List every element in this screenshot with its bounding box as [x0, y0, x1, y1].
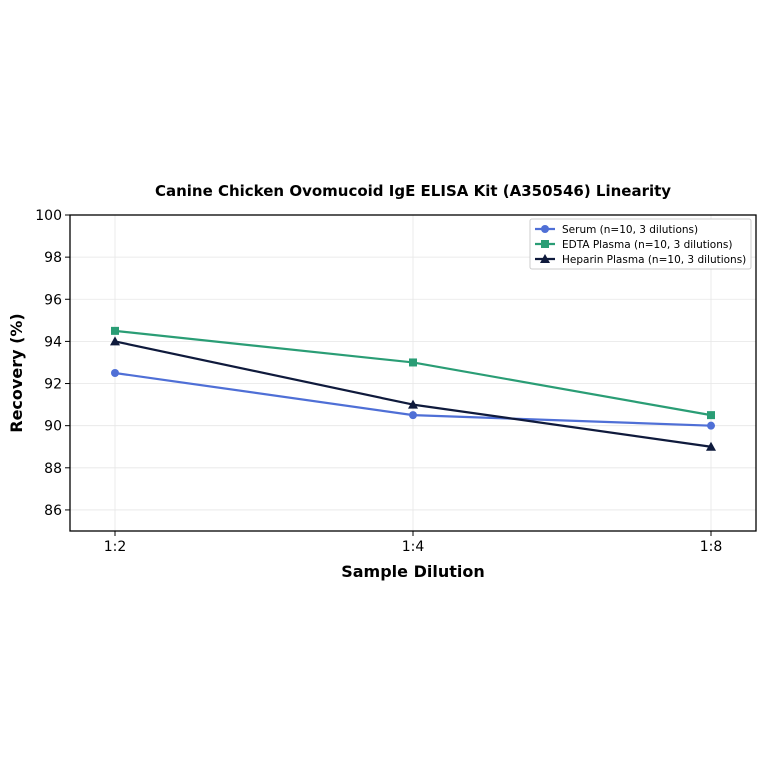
series-layer: [110, 326, 716, 451]
y-tick-label: 98: [44, 250, 62, 266]
y-tick-label: 86: [44, 503, 62, 519]
legend-box: [529, 218, 752, 270]
series-1: [111, 369, 715, 430]
legend-swatch-marker: [541, 240, 549, 248]
legend-swatch-marker: [540, 254, 550, 263]
x-axis-ticks: 1:2 1:4 1:8: [104, 531, 723, 555]
data-point: [409, 358, 417, 367]
y-tick-label: 88: [44, 461, 62, 477]
y-tick-label: 94: [44, 334, 62, 350]
y-tick-label: 90: [44, 419, 62, 435]
x-axis-label: Sample Dilution: [341, 562, 485, 581]
legend-label: EDTA Plasma (n=10, 3 dilutions): [562, 239, 732, 251]
data-point: [408, 399, 418, 409]
data-point: [111, 369, 119, 377]
legend-label: Serum (n=10, 3 dilutions): [562, 224, 698, 236]
x-tick-label: 1:8: [700, 539, 723, 555]
legend: Serum (n=10, 3 dilutions) EDTA Plasma (n=…: [529, 218, 752, 270]
legend-item: Heparin Plasma (n=10, 3 dilutions): [535, 254, 746, 266]
legend-item: Serum (n=10, 3 dilutions): [535, 224, 698, 236]
x-tick-label: 1:4: [402, 539, 425, 555]
series-3: [110, 336, 716, 451]
data-point: [707, 411, 715, 420]
series-2: [111, 326, 715, 420]
legend-label: Heparin Plasma (n=10, 3 dilutions): [562, 254, 746, 266]
y-axis-ticks: 86 88 90 92 94 96 98 100: [35, 208, 70, 519]
data-point: [111, 326, 119, 335]
data-point: [706, 441, 716, 451]
legend-swatch-marker: [541, 225, 549, 233]
chart-title: Canine Chicken Ovomucoid IgE ELISA Kit (…: [155, 182, 671, 200]
y-tick-label: 92: [44, 377, 62, 393]
legend-item: EDTA Plasma (n=10, 3 dilutions): [535, 239, 732, 251]
x-tick-label: 1:2: [104, 539, 127, 555]
data-point: [110, 336, 120, 346]
data-point: [409, 411, 417, 420]
data-point: [707, 421, 715, 430]
y-tick-label: 96: [44, 292, 62, 308]
y-tick-label: 100: [35, 208, 62, 224]
y-axis-label: Recovery (%): [7, 313, 26, 432]
